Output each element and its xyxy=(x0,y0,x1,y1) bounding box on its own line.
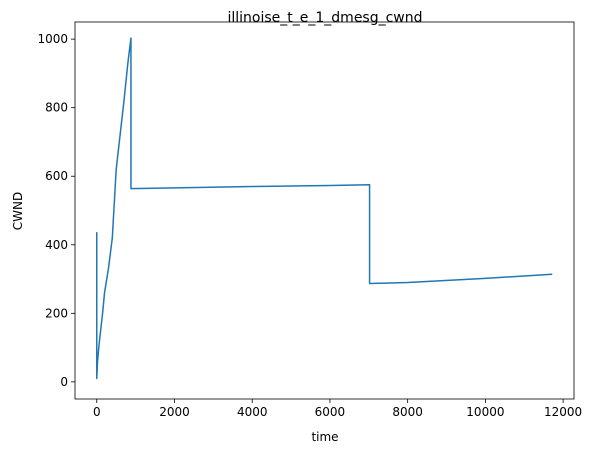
plot-frame xyxy=(74,21,575,400)
x-axis: 0 2000 4000 6000 8000 10000 12000 xyxy=(93,399,582,419)
y-axis-label: CWND xyxy=(11,192,25,230)
y-tick-label: 200 xyxy=(45,306,68,320)
chart-title: illinoise_t_e_1_dmesg_cwnd xyxy=(227,10,422,26)
y-tick-label: 600 xyxy=(45,169,68,183)
x-tick-label: 8000 xyxy=(392,405,423,419)
x-axis-label: time xyxy=(311,430,338,444)
x-tick-label: 12000 xyxy=(544,405,582,419)
plot-area xyxy=(96,37,553,380)
series-line-0 xyxy=(96,37,553,380)
x-tick-label: 4000 xyxy=(237,405,268,419)
y-axis: 0 200 400 600 800 1000 xyxy=(37,32,75,389)
x-tick-label: 0 xyxy=(93,405,101,419)
x-tick-label: 6000 xyxy=(315,405,346,419)
y-tick-label: 400 xyxy=(45,238,68,252)
x-tick-label: 10000 xyxy=(466,405,504,419)
y-tick-label: 0 xyxy=(60,375,68,389)
x-tick-label: 2000 xyxy=(159,405,190,419)
y-tick-label: 800 xyxy=(45,101,68,115)
y-tick-label: 1000 xyxy=(37,32,68,46)
